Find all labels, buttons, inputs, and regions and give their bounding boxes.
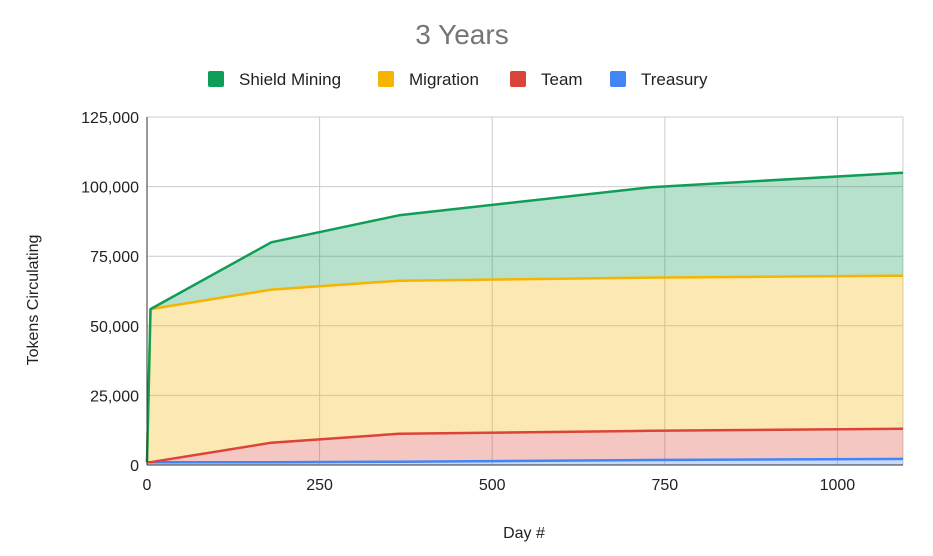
series-lines <box>145 171 904 464</box>
y-axis-label: Tokens Circulating <box>25 235 42 366</box>
legend-label: Team <box>541 70 583 89</box>
legend-item-treasury: Treasury <box>610 70 708 89</box>
y-tick-label: 75,000 <box>90 249 139 266</box>
area-migration <box>147 275 903 463</box>
y-tick-label: 125,000 <box>81 110 139 127</box>
x-tick-label: 750 <box>651 477 678 494</box>
x-tick-label: 0 <box>143 477 152 494</box>
legend-label: Migration <box>409 70 479 89</box>
legend-item-migration: Migration <box>378 70 479 89</box>
area-shield-mining <box>147 172 903 463</box>
x-tick-label: 500 <box>479 477 506 494</box>
x-axis-label: Day # <box>503 525 545 542</box>
y-tick-label: 0 <box>130 458 139 475</box>
grid <box>147 116 904 465</box>
area-team <box>147 428 903 463</box>
legend-swatch <box>378 71 394 87</box>
line-team <box>147 427 904 464</box>
legend-label: Treasury <box>641 70 708 89</box>
y-tick-label: 50,000 <box>90 319 139 336</box>
y-tick-label: 100,000 <box>81 180 139 197</box>
legend: Shield Mining Migration Team Treasury <box>208 70 708 89</box>
legend-swatch <box>610 71 626 87</box>
axes <box>146 117 903 466</box>
legend-item-shield-mining: Shield Mining <box>208 70 341 89</box>
area-fills <box>147 172 903 465</box>
x-tick-label: 250 <box>306 477 333 494</box>
x-tick-labels: 0 250 500 750 1000 <box>143 477 856 494</box>
chart-title: 3 Years <box>415 19 508 50</box>
x-tick-label: 1000 <box>820 477 856 494</box>
legend-swatch <box>208 71 224 87</box>
legend-item-team: Team <box>510 70 583 89</box>
line-shield-mining <box>145 171 904 463</box>
y-tick-label: 25,000 <box>90 388 139 405</box>
legend-swatch <box>510 71 526 87</box>
y-tick-labels: 0 25,000 50,000 75,000 100,000 125,000 <box>81 110 139 475</box>
legend-label: Shield Mining <box>239 70 341 89</box>
